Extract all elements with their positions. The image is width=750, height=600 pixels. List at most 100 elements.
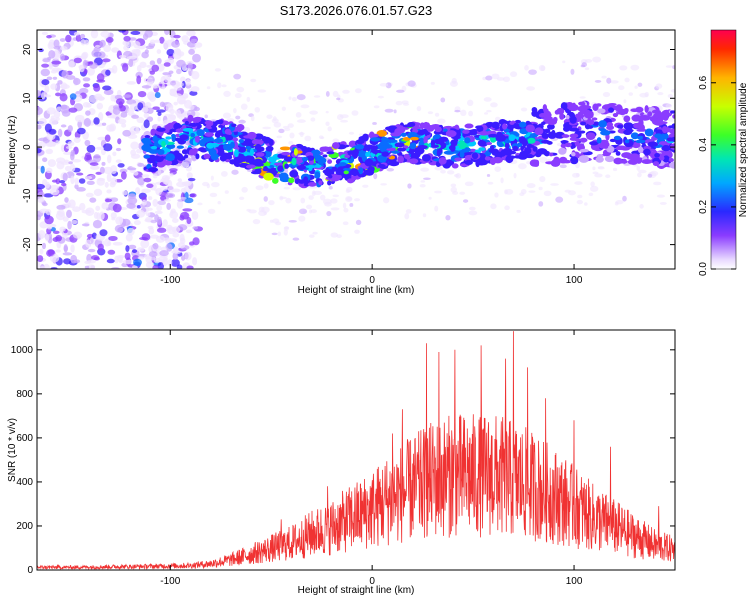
spectrogram-faint-cell [157, 200, 166, 206]
spectrogram-noise-cell [85, 192, 94, 198]
spectrogram-signal-cell [476, 125, 484, 133]
spectrogram-noise-cell [154, 210, 163, 215]
snr-y-tick-label: 600 [16, 433, 33, 444]
spectrogram-noise-cell [77, 127, 86, 135]
spectrogram-signal-cell [564, 142, 572, 148]
spectrogram-noise-cell [165, 192, 176, 199]
spectrogram-signal-cell [559, 113, 565, 120]
spectrogram-signal-cell [635, 139, 646, 144]
spectrogram-signal-cell [314, 164, 322, 168]
spectrogram-noise-cell [173, 34, 181, 39]
spectrogram-signal-cell [595, 156, 604, 163]
spectrogram-noise-cell [41, 242, 47, 250]
spectrogram-signal-cell [630, 108, 639, 113]
spectrogram-faint-cell [449, 80, 458, 87]
spectrogram-noise-cell [39, 266, 46, 269]
spectrogram-faint-cell [271, 118, 279, 124]
spectrogram-signal-cell [175, 128, 184, 133]
spectrogram-signal-cell [502, 123, 508, 130]
spectrogram-signal-cell [287, 163, 299, 168]
spectrogram-faint-cell [252, 219, 261, 225]
spectrogram-noise-cell [39, 197, 45, 203]
spectrogram-signal-cell [327, 159, 333, 164]
spectrogram-signal-cell [408, 158, 419, 165]
spectrogram-signal-cell [451, 163, 459, 169]
spectrogram-noise-cell [76, 187, 86, 192]
spectrogram-faint-cell [454, 109, 461, 113]
spectrogram-faint-cell [250, 115, 255, 122]
spectrogram-signal-cell [262, 168, 272, 172]
spectrogram-noise-cell [126, 81, 136, 85]
spectrogram-faint-cell [266, 114, 273, 119]
spectrogram-noise-cell [107, 241, 112, 246]
spectrogram-signal-cell [600, 130, 611, 136]
spectrogram-noise-cell [88, 95, 99, 103]
spectrogram-noise-cell [116, 255, 125, 259]
spectrogram-noise-cell [137, 102, 144, 111]
spectrogram-faint-cell [384, 108, 394, 113]
spectrogram-noise-cell [123, 45, 130, 51]
spectrogram-signal-cell [206, 142, 215, 149]
spectrogram-noise-cell [74, 114, 85, 123]
spectrogram-noise-cell [56, 106, 63, 112]
spectrogram-signal-cell [331, 142, 340, 150]
spectrogram-signal-cell [633, 122, 644, 129]
spectrogram-signal-cell [541, 132, 549, 139]
spectrogram-signal-cell [377, 154, 387, 163]
spectrogram-y-tick-label: 10 [22, 92, 33, 104]
spectrogram-noise-cell [84, 39, 90, 46]
spectrogram-signal-cell [305, 165, 317, 169]
spectrogram-faint-cell [308, 195, 314, 200]
spectrogram-faint-cell [209, 192, 218, 198]
spectrogram-noise-cell [37, 141, 47, 148]
spectrogram-faint-cell [255, 185, 264, 191]
spectrogram-noise-cell [133, 258, 142, 267]
spectrogram-noise-cell [194, 42, 203, 48]
spectrogram-signal-cell [291, 157, 297, 166]
spectrogram-signal-cell [367, 133, 379, 138]
spectrogram-noise-cell [65, 34, 72, 43]
spectrogram-noise-cell [55, 178, 61, 185]
spectrogram-faint-cell [233, 108, 237, 114]
spectrogram-faint-cell [339, 114, 349, 119]
spectrogram-faint-cell [220, 170, 228, 177]
spectrogram-signal-cell [421, 154, 431, 162]
spectrogram-noise-cell [57, 128, 63, 138]
spectrogram-noise-cell [115, 159, 122, 164]
spectrogram-faint-cell [575, 173, 580, 177]
spectrogram-signal-cell [318, 180, 323, 186]
spectrogram-signal-cell [672, 114, 675, 119]
spectrogram-noise-cell [185, 157, 192, 165]
spectrogram-signal-cell [467, 129, 478, 136]
spectrogram-signal-cell [182, 127, 194, 132]
spectrogram-noise-cell [148, 251, 158, 258]
spectrogram-faint-cell [292, 237, 300, 241]
spectrogram-signal-cell [368, 145, 379, 150]
spectrogram-noise-cell [182, 208, 193, 212]
spectrogram-faint-cell [226, 118, 235, 123]
spectrogram-signal-cell [154, 154, 164, 163]
spectrogram-signal-cell [222, 121, 230, 126]
spectrogram-noise-cell [121, 190, 128, 196]
spectrogram-noise-cell [136, 205, 141, 209]
spectrogram-noise-cell [82, 77, 91, 82]
spectrogram-signal-cell [570, 151, 576, 157]
spectrogram-signal-cell [671, 123, 675, 129]
spectrogram-faint-cell [283, 229, 288, 236]
spectrogram-faint-cell [236, 86, 245, 93]
spectrogram-signal-cell [568, 127, 580, 132]
spectrogram-faint-cell [407, 80, 416, 87]
spectrogram-noise-cell [94, 44, 101, 48]
spectrogram-signal-cell [574, 138, 582, 142]
spectrogram-signal-cell [227, 152, 234, 156]
spectrogram-noise-cell [55, 157, 66, 164]
spectrogram-noise-cell [55, 92, 61, 97]
spectrogram-signal-cell [669, 110, 675, 114]
spectrogram-faint-cell [354, 198, 361, 202]
spectrogram-signal-cell [277, 165, 284, 172]
spectrogram-noise-cell [42, 202, 48, 207]
spectrogram-signal-cell [388, 160, 400, 167]
spectrogram-faint-cell [486, 173, 491, 177]
spectrogram-faint-cell [636, 165, 641, 171]
spectrogram-faint-cell [277, 231, 281, 237]
